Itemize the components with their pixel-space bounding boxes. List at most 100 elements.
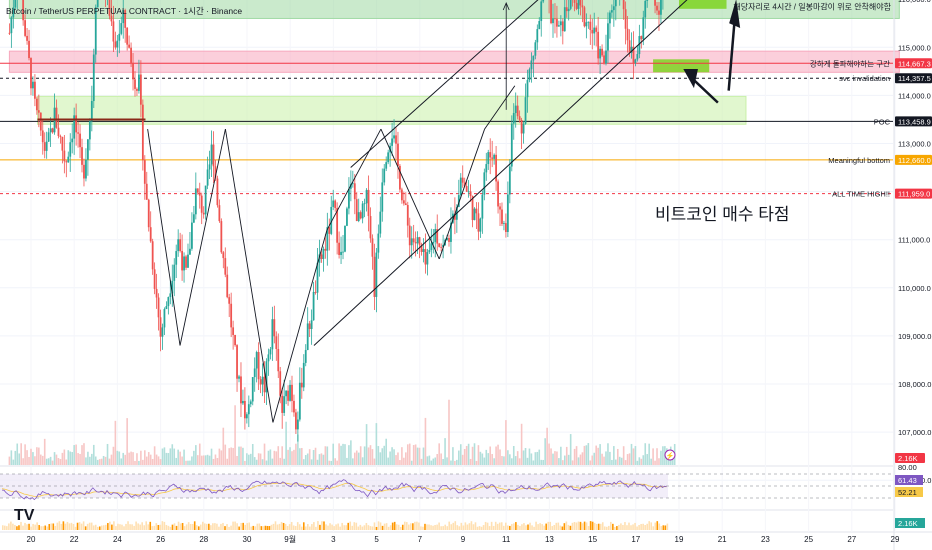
volume-bar <box>263 443 266 465</box>
zigzag-line <box>179 128 226 346</box>
level-label: svc invalidation <box>839 74 890 83</box>
volume-bar <box>618 456 621 465</box>
candle <box>12 7 15 18</box>
candle <box>344 225 346 252</box>
indicator-bar <box>622 524 624 530</box>
indicator-bar <box>585 522 588 530</box>
price-tag-label: 112,660.0 <box>898 156 931 165</box>
indicator-bar <box>608 525 610 530</box>
volume-bar <box>234 405 236 465</box>
volume-bar <box>473 443 476 465</box>
indicator-bar <box>258 523 261 530</box>
candle <box>554 18 556 20</box>
indicator-bar <box>288 524 291 530</box>
candle <box>416 237 419 244</box>
volume-bar <box>189 460 191 465</box>
indicator-bar <box>220 523 222 530</box>
indicator-bar <box>367 525 370 530</box>
candle <box>116 40 119 48</box>
volume-bar <box>469 458 472 465</box>
candle <box>506 194 509 232</box>
volume-bar <box>603 456 605 465</box>
arrow-up-icon <box>502 1 510 11</box>
candle <box>310 320 313 329</box>
volume-bar <box>357 452 360 465</box>
volume-bar <box>397 452 399 465</box>
candle <box>332 200 335 207</box>
indicator-bar <box>521 524 523 530</box>
indicator-bar <box>363 525 366 530</box>
indicator-bar <box>313 522 315 530</box>
indicator-bar <box>286 526 289 530</box>
indicator-bar <box>632 524 634 530</box>
candle <box>660 0 662 15</box>
volume-bar <box>638 457 641 465</box>
volume-bar <box>575 446 578 465</box>
indicator-bar <box>571 522 574 530</box>
volume-bar <box>53 452 56 465</box>
volume-bar <box>273 450 276 465</box>
volume-bar <box>85 457 87 465</box>
x-tick-label: 28 <box>199 535 208 544</box>
indicator-bar <box>208 523 210 530</box>
level-label: ALL TIME HIGH!! <box>832 190 890 199</box>
indicator-bar <box>127 521 129 530</box>
volume-bar <box>134 460 136 465</box>
volume-bar <box>173 448 176 465</box>
volume-bar <box>583 445 586 465</box>
indicator-bar <box>595 523 598 530</box>
indicator-bar <box>167 525 170 530</box>
candle <box>540 1 543 22</box>
indicator-bar <box>109 521 111 530</box>
channel-upper-line <box>350 0 539 168</box>
indicator-bar <box>131 524 133 530</box>
rsi-ma-label: 52.21 <box>898 488 917 497</box>
volume-bar <box>330 460 333 465</box>
indicator-bar <box>353 522 356 530</box>
candle <box>412 238 415 243</box>
candle <box>69 142 72 157</box>
candle <box>322 248 325 260</box>
volume-bar <box>567 454 570 465</box>
candle <box>569 0 572 9</box>
volume-bar <box>611 459 613 465</box>
indicator-bar <box>325 524 327 530</box>
volume-bar <box>220 450 223 465</box>
candle <box>597 31 600 59</box>
indicator-bar <box>153 525 156 530</box>
price-tag-label: 111,959.0 <box>898 190 930 199</box>
indicator-bar <box>187 522 190 530</box>
indicator-bar <box>280 521 283 530</box>
indicator-bar <box>78 522 81 530</box>
indicator-bar <box>296 522 299 530</box>
indicator-bar <box>434 524 436 530</box>
indicator-bar <box>232 521 234 530</box>
indicator-bar <box>300 526 303 530</box>
candle <box>296 419 299 430</box>
candle <box>94 7 97 55</box>
candle <box>532 55 535 61</box>
volume-bar <box>385 438 387 465</box>
volume-bar <box>418 447 421 465</box>
candle <box>224 258 227 275</box>
y-tick-label: 109,000.0 <box>898 332 931 341</box>
volume-bar <box>18 453 21 465</box>
indicator-bar <box>179 523 182 530</box>
candle <box>167 297 170 307</box>
lightning-icon[interactable] <box>664 449 676 461</box>
indicator-bar <box>549 521 552 530</box>
volume-bar <box>226 458 229 465</box>
candle <box>375 252 378 297</box>
x-tick-label: 19 <box>675 535 684 544</box>
indicator-bar <box>642 523 644 530</box>
indicator-bar <box>10 521 12 530</box>
candle <box>512 113 515 124</box>
candle <box>218 205 221 222</box>
volume-bar <box>630 443 633 465</box>
volume-bar <box>304 455 307 465</box>
candle <box>138 74 140 91</box>
volume-bar <box>613 446 615 465</box>
indicator-bar <box>351 525 354 530</box>
indicator-bar <box>583 521 586 530</box>
